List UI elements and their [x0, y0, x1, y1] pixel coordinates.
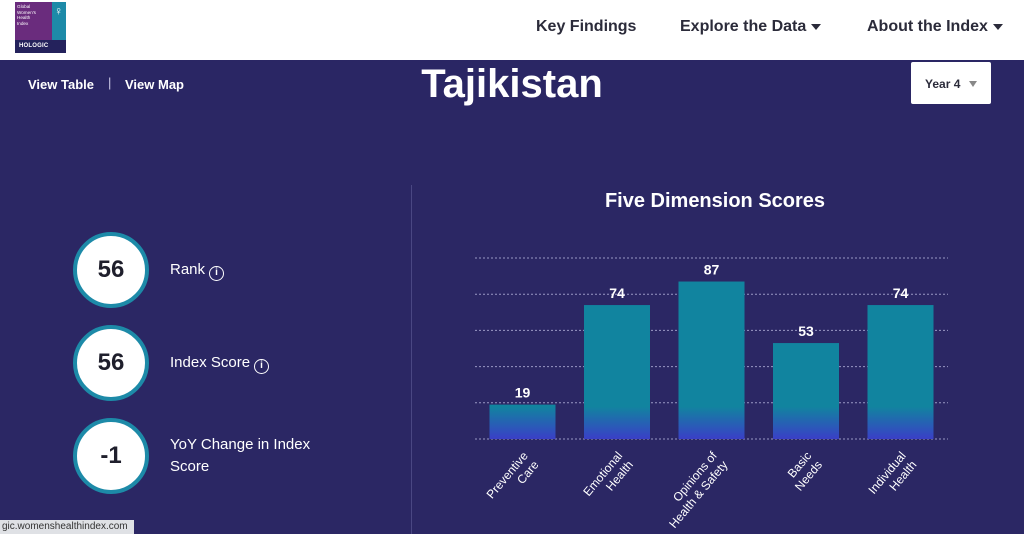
- x-tick-label: PreventiveCare: [484, 449, 542, 511]
- logo-line: Index: [17, 20, 29, 26]
- venus-icon: ♀: [52, 2, 66, 40]
- yoy-change-circle: -1: [73, 418, 149, 494]
- index-score-label: Index Score: [170, 354, 251, 371]
- gwhi-logo[interactable]: Global Women's Health Index ♀ HOLOGIC: [15, 2, 66, 53]
- yoy-change-label-line: Score: [170, 458, 210, 475]
- status-bar-url: gic.womenshealthindex.com: [0, 520, 134, 534]
- data-label: 19: [515, 385, 531, 401]
- view-table-link[interactable]: View Table: [28, 77, 94, 92]
- section-divider: [411, 185, 412, 534]
- data-label: 74: [893, 285, 909, 301]
- x-tick-label: IndividualHealth: [865, 449, 919, 506]
- nav-explore-the-data-label: Explore the Data: [680, 18, 807, 35]
- country-header: View Table | View Map Tajikistan Year 4: [0, 60, 1024, 110]
- nav-key-findings[interactable]: Key Findings: [536, 18, 636, 36]
- data-label: 53: [798, 323, 814, 339]
- info-icon[interactable]: i: [254, 359, 270, 374]
- nav-about-the-index[interactable]: About the Index: [867, 18, 1003, 36]
- five-dimension-chart: Five Dimension Scores 19 74 87 53 74 Prevent…: [475, 190, 948, 531]
- x-tick-label: Opinions ofHealth & Safety: [655, 448, 730, 530]
- nav-about-the-index-label: About the Index: [867, 18, 988, 35]
- top-navigation-bar: Global Women's Health Index ♀ HOLOGIC Ke…: [0, 0, 1024, 60]
- x-tick-label: EmotionalHealth: [580, 449, 636, 508]
- yoy-change-label-group: YoY Change in Index Score: [170, 434, 310, 478]
- rank-label-group: Rank i: [170, 259, 225, 281]
- view-map-link[interactable]: View Map: [125, 77, 185, 92]
- info-icon[interactable]: i: [209, 266, 225, 281]
- rank-circle: 56: [73, 232, 149, 308]
- nav-key-findings-label: Key Findings: [536, 18, 637, 35]
- yoy-change-label-line: YoY Change in Index: [170, 436, 311, 453]
- chevron-down-icon: [992, 23, 1003, 30]
- chart-title: Five Dimension Scores: [605, 190, 825, 212]
- nav-explore-the-data[interactable]: Explore the Data: [680, 18, 822, 36]
- index-score-circle: 56: [73, 325, 149, 401]
- bar[interactable]: [678, 281, 745, 439]
- data-label: 74: [609, 285, 625, 301]
- logo-line: Women's: [17, 9, 36, 15]
- bar[interactable]: [489, 404, 556, 439]
- year-select[interactable]: Year 4: [911, 62, 991, 104]
- chevron-down-icon: [811, 23, 822, 30]
- data-label: 87: [704, 262, 720, 278]
- bar[interactable]: [773, 343, 839, 439]
- caret-down-icon: [969, 81, 977, 87]
- index-score-label-group: Index Score i: [170, 352, 270, 374]
- bar[interactable]: [867, 305, 934, 439]
- link-separator: |: [108, 75, 112, 90]
- x-tick-label: BasicNeeds: [781, 449, 825, 494]
- logo-line: Health: [17, 15, 31, 21]
- year-select-value: Year 4: [925, 77, 961, 91]
- logo-line: Global: [17, 4, 31, 9]
- rank-label: Rank: [170, 261, 206, 278]
- logo-brand: HOLOGIC: [15, 40, 66, 53]
- bar[interactable]: [584, 305, 650, 439]
- country-title: Tajikistan: [421, 62, 603, 106]
